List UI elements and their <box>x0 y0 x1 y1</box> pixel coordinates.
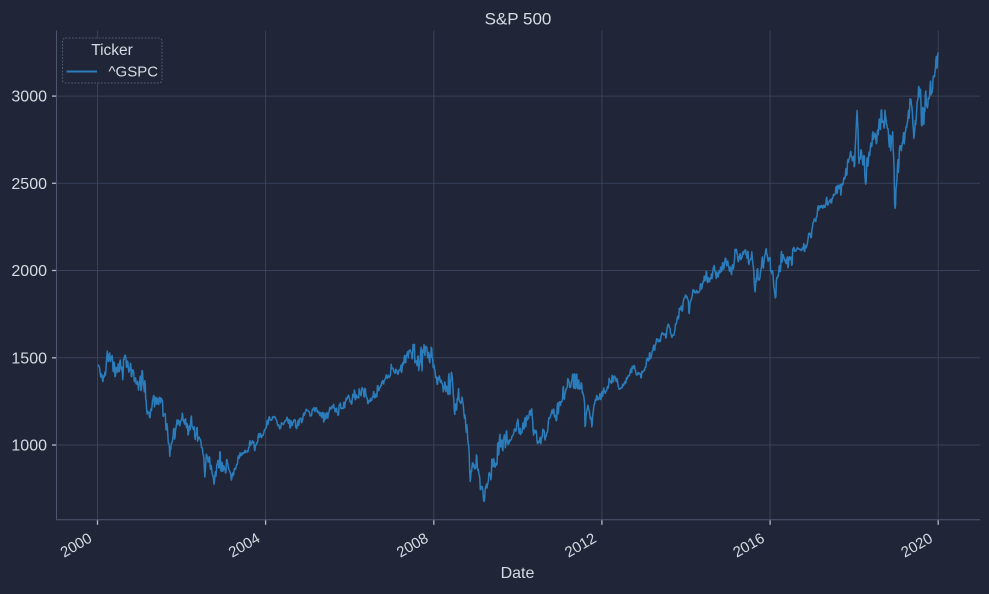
svg-text:Ticker: Ticker <box>91 42 133 59</box>
svg-text:Date: Date <box>501 565 535 582</box>
svg-text:S&P 500: S&P 500 <box>485 10 552 29</box>
svg-text:3000: 3000 <box>11 89 47 106</box>
svg-text:1000: 1000 <box>11 438 47 455</box>
svg-text:2500: 2500 <box>11 176 47 193</box>
svg-text:1500: 1500 <box>11 350 47 367</box>
svg-text:^GSPC: ^GSPC <box>109 64 159 81</box>
svg-text:2000: 2000 <box>11 263 47 280</box>
